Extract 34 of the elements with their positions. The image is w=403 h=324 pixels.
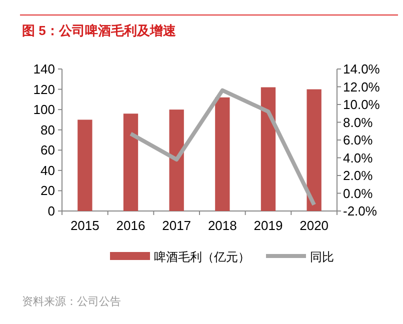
chart-title: 图 5：公司啤酒毛利及增速 [22, 23, 177, 38]
y2-tick-label: 12.0% [343, 79, 380, 94]
line-series [128, 88, 316, 207]
y-tick-label: 0 [48, 204, 55, 218]
y-tick-label: 40 [40, 162, 55, 178]
x-tick-label: 2019 [254, 218, 283, 233]
bar [306, 89, 322, 211]
y2-tick-label: 10.0% [343, 97, 380, 112]
bar [78, 120, 92, 211]
bar [123, 114, 138, 211]
legend-label: 啤酒毛利（亿元） [154, 250, 250, 264]
y-tick-label: 20 [40, 183, 55, 198]
y-tick-label: 100 [33, 102, 55, 118]
text: 资料来源：公司公告 [22, 295, 121, 308]
y2-tick-label: 2.0% [343, 168, 374, 183]
bar [260, 87, 276, 211]
x-tick-label: 2017 [162, 218, 192, 233]
x-tick-label: 2020 [300, 218, 329, 233]
y2-tick-label: 8.0% [343, 114, 374, 130]
y2-tick-label: 14.0% [343, 62, 380, 76]
y-tick-label: 80 [40, 122, 55, 138]
y2-tick-label: -2.0% [343, 204, 378, 218]
y2-tick-label: 6.0% [343, 132, 374, 148]
y-tick-label: 60 [40, 142, 55, 158]
legend-label: 同比 [310, 250, 334, 264]
x-tick-label: 2015 [70, 218, 100, 233]
y2-tick-label: 0.0% [343, 186, 374, 201]
y-tick-label: 120 [33, 82, 55, 97]
bar [169, 110, 184, 211]
y-tick-label: 140 [33, 62, 55, 76]
x-tick-label: 2016 [116, 218, 146, 233]
y2-tick-label: 4.0% [343, 150, 374, 166]
x-tick-label: 2018 [208, 218, 237, 233]
bar [215, 97, 230, 211]
